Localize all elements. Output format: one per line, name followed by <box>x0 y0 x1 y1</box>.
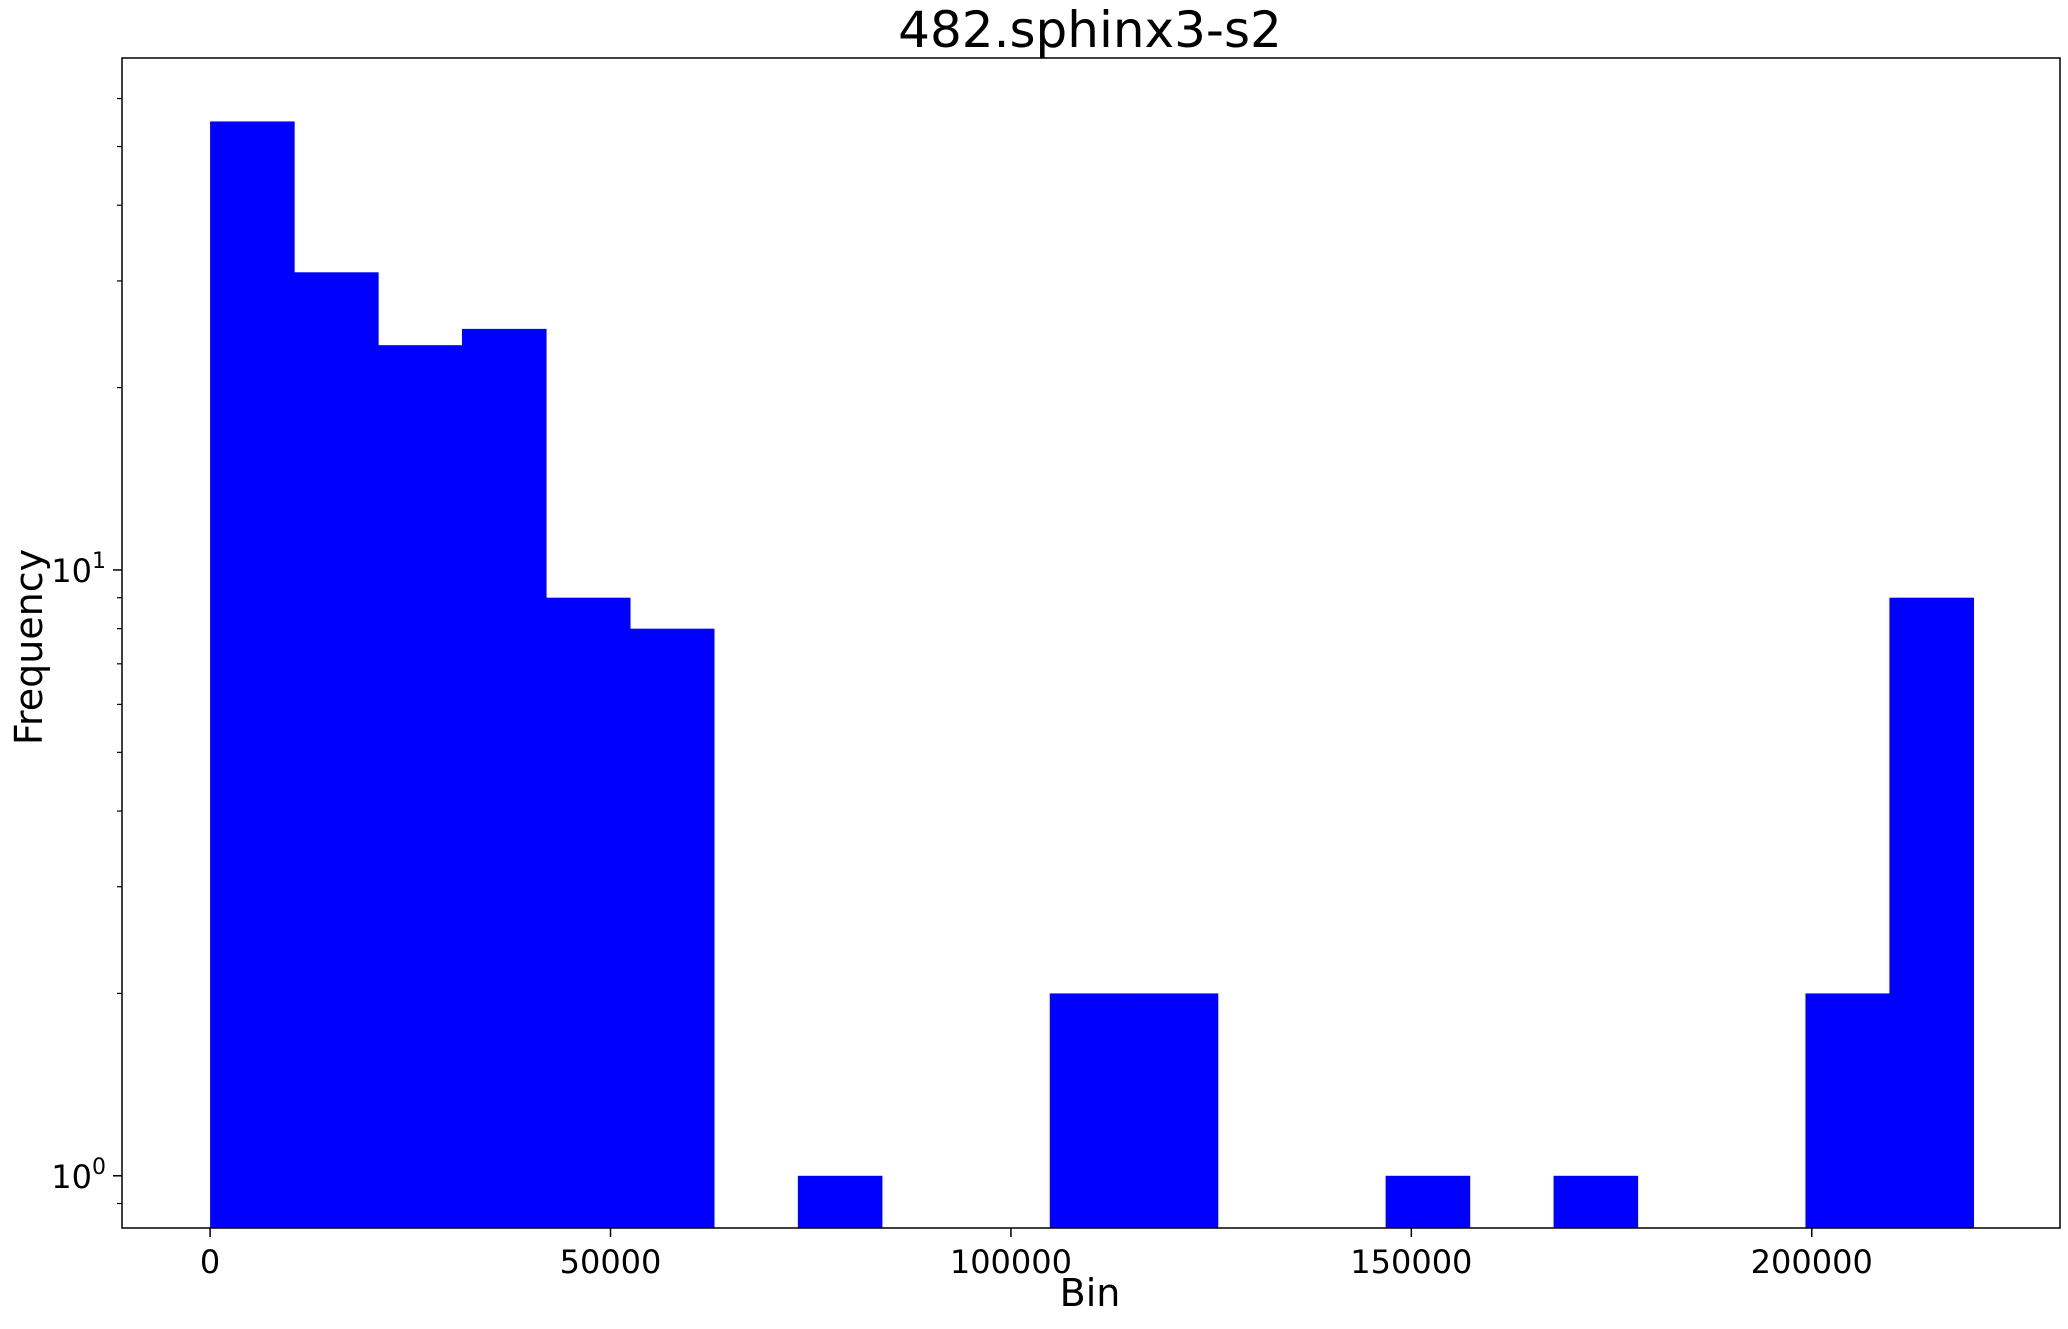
plot-frame <box>121 57 2061 1229</box>
bars-group <box>210 121 1974 1229</box>
histogram-bar <box>378 345 463 1228</box>
y-tick-label: 100 <box>51 1155 106 1196</box>
x-tick-label: 50000 <box>560 1243 662 1281</box>
histogram-bar <box>545 597 631 1228</box>
histogram-bar <box>1133 993 1219 1228</box>
histogram-bar <box>210 121 295 1229</box>
x-tick-label: 200000 <box>1751 1243 1873 1281</box>
x-tick-label: 100000 <box>950 1243 1072 1281</box>
x-axis-label: Bin <box>1060 1271 1121 1315</box>
histogram-bar <box>1385 1175 1471 1228</box>
x-tick-label: 0 <box>200 1243 220 1281</box>
histogram-bar <box>1805 993 1891 1228</box>
histogram-bar <box>629 628 715 1228</box>
histogram-bar <box>294 272 379 1228</box>
histogram-bar <box>461 328 547 1228</box>
histogram-bar <box>1889 597 1974 1228</box>
x-axis-ticks: 0 50000 100000 150000 200000 <box>200 1228 1873 1281</box>
histogram-bar <box>1553 1175 1639 1228</box>
histogram-bar <box>1049 993 1135 1228</box>
x-tick-label: 150000 <box>1350 1243 1472 1281</box>
histogram-bar <box>797 1175 883 1228</box>
y-axis-ticks: 100 101 <box>51 97 122 1205</box>
chart-title: 482.sphinx3-s2 <box>898 1 1282 59</box>
y-axis-label: Frequency <box>7 549 51 745</box>
y-tick-label: 101 <box>51 549 106 590</box>
